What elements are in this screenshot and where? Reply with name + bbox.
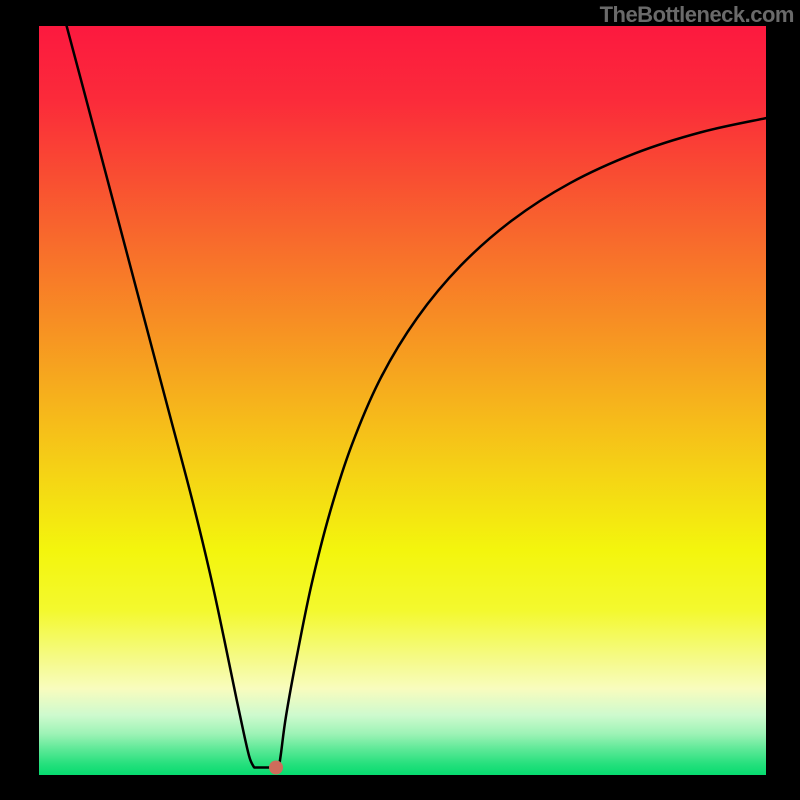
watermark-text: TheBottleneck.com — [600, 2, 794, 28]
bottleneck-chart — [0, 0, 800, 800]
current-config-marker — [269, 761, 283, 775]
gradient-background — [39, 26, 766, 775]
